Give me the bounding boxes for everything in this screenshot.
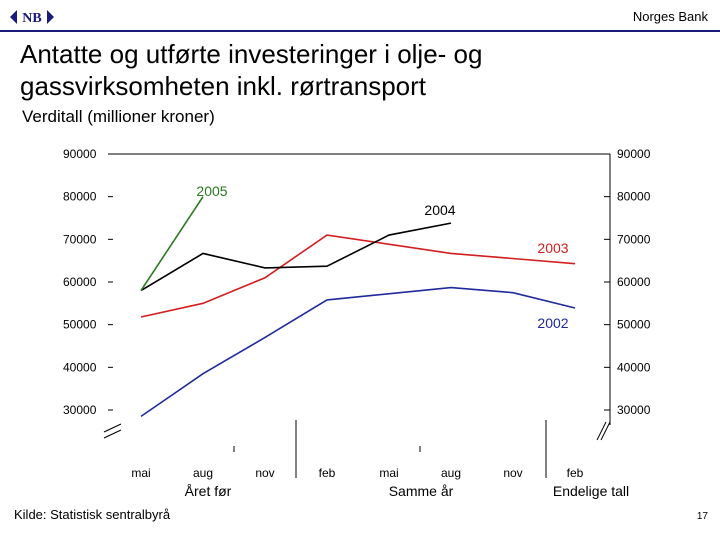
x-group-label: Året før <box>185 483 232 499</box>
series-line-2002 <box>140 286 576 418</box>
norges-bank-logo-icon: NB <box>10 10 54 26</box>
page-title: Antatte og utførte investeringer i olje-… <box>20 39 483 101</box>
axis-break-mark-right <box>596 421 607 441</box>
y-tick-label-left: 70000 <box>63 232 97 246</box>
unit-label: Verditall (millioner kroner) <box>22 107 215 126</box>
series-line-2003 <box>140 234 576 318</box>
x-group-label: Samme år <box>389 483 454 499</box>
y-tick-label-right: 80000 <box>617 190 651 204</box>
series-line-2005 <box>140 196 204 291</box>
x-tick-label: feb <box>567 466 584 480</box>
axis-break-mark-left <box>103 423 122 433</box>
series-label-2004: 2004 <box>424 202 455 218</box>
x-group-label: Endelige tall <box>553 483 629 499</box>
y-tick-label-left: 90000 <box>63 147 97 161</box>
y-tick-label-left: 60000 <box>63 275 97 289</box>
series-label-2002: 2002 <box>537 315 568 331</box>
svg-text:NB: NB <box>22 11 41 26</box>
series-label-2005: 2005 <box>196 183 227 199</box>
y-tick-label-right: 40000 <box>617 360 651 374</box>
source-note: Kilde: Statistisk sentralbyrå <box>14 507 171 522</box>
y-tick-label-right: 90000 <box>617 147 651 161</box>
x-tick-label: aug <box>441 466 461 480</box>
x-tick-label: mai <box>131 466 150 480</box>
y-tick-label-left: 30000 <box>63 403 97 417</box>
y-tick-label-left: 50000 <box>63 318 97 332</box>
y-tick-label-right: 60000 <box>617 275 651 289</box>
series-label-2003: 2003 <box>537 240 568 256</box>
header-rule <box>0 30 720 32</box>
x-tick-label: aug <box>193 466 213 480</box>
x-tick-label: feb <box>319 466 336 480</box>
axis-break-mark-right <box>600 421 611 441</box>
y-tick-label-left: 40000 <box>63 360 97 374</box>
series-line-2004 <box>140 222 452 292</box>
page-number: 17 <box>696 511 708 522</box>
axis-break-mark-left <box>103 429 122 439</box>
y-tick-label-right: 30000 <box>617 403 651 417</box>
y-tick-label-right: 70000 <box>617 232 651 246</box>
x-tick-label: nov <box>255 466 274 480</box>
x-tick-label: nov <box>503 466 522 480</box>
brand-name: Norges Bank <box>632 9 708 24</box>
y-tick-label-right: 50000 <box>617 318 651 332</box>
x-tick-label: mai <box>379 466 398 480</box>
y-tick-label-left: 80000 <box>63 190 97 204</box>
